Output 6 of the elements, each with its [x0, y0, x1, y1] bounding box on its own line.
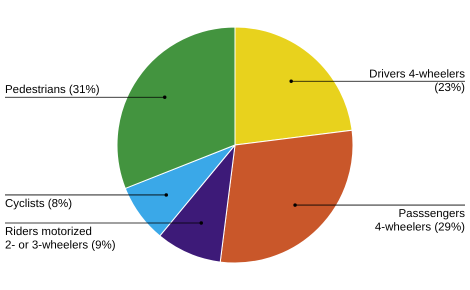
- slice-label: Drivers 4-wheelers: [369, 68, 466, 80]
- slice-label: Riders motorized 2- or 3-wheelers (9%): [5, 226, 116, 252]
- slice-label: Passsengers 4-wheelers (29%): [374, 208, 466, 234]
- data-label: (23%): [434, 82, 466, 94]
- slice-label: Pedestrians (31%): [5, 84, 100, 96]
- slice-label: Cyclists (8%): [5, 198, 72, 210]
